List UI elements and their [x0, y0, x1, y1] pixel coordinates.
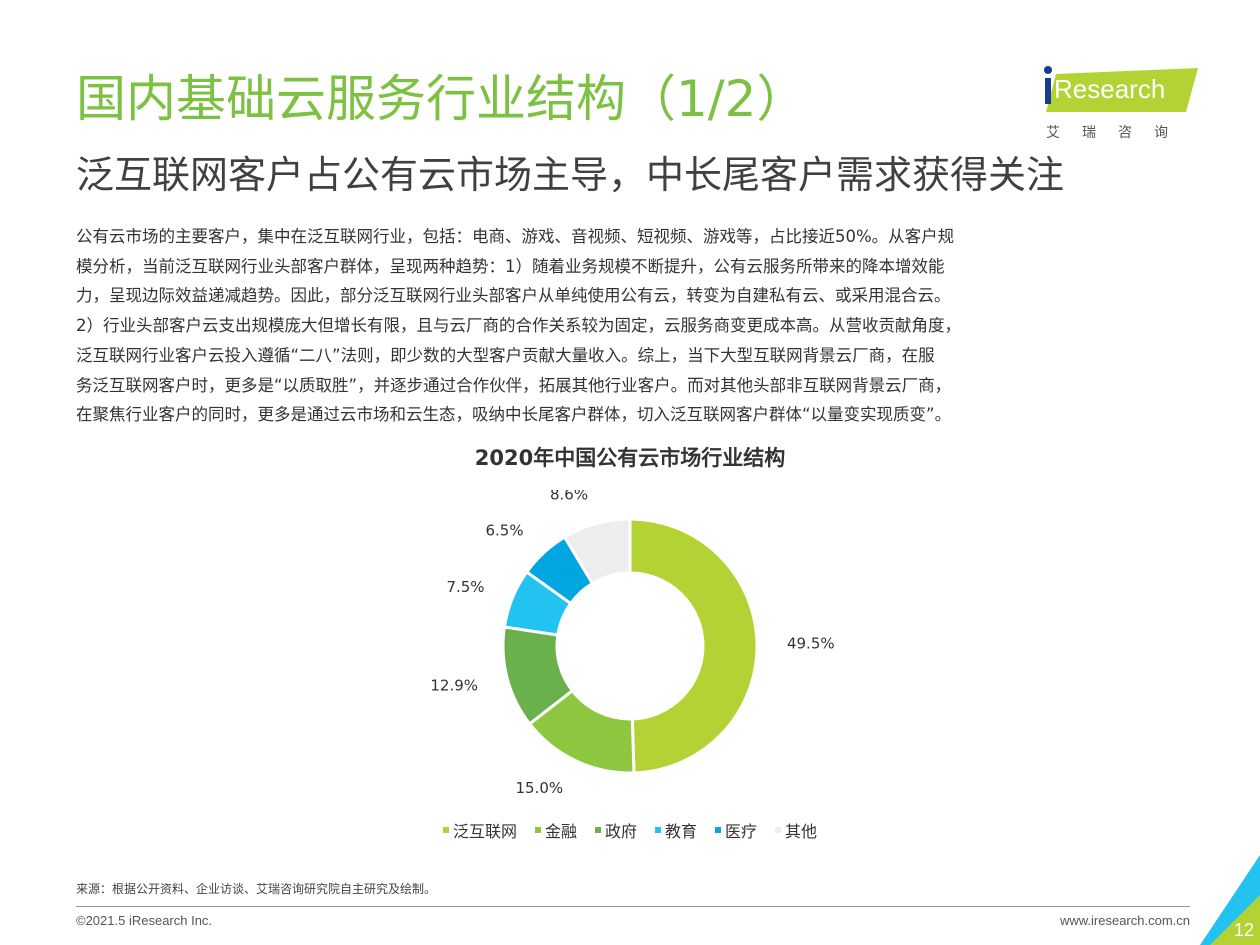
legend-label: 其他 [785, 822, 818, 841]
source-note: 来源：根据公开资料、企业访谈、艾瑞咨询研究院自主研究及绘制。 [76, 882, 437, 896]
legend-swatch [534, 827, 541, 833]
chart-title: 2020年中国公有云市场行业结构 [474, 446, 786, 470]
body-line: 公有云市场的主要客户，集中在泛互联网行业，包括：电商、游戏、音视频、短视频、游戏… [76, 227, 955, 246]
logo-i-stem-icon [1045, 78, 1051, 104]
legend-swatch [655, 827, 661, 833]
iresearch-logo: Research 艾瑞咨询 [1040, 64, 1200, 144]
body-paragraph: 公有云市场的主要客户，集中在泛互联网行业，包括：电商、游戏、音视频、短视频、游戏… [76, 222, 1226, 430]
chart-legend: 泛互联网 金融 政府 教育 医疗 其他 [0, 818, 1260, 842]
slice-label-5: 8.6% [550, 490, 588, 504]
logo-chinese-text: 艾瑞咨询 [1046, 125, 1190, 141]
slice-label-3: 7.5% [446, 578, 484, 596]
page-number: 12 [1233, 920, 1254, 940]
logo-i-dot-icon [1044, 66, 1052, 74]
body-line: 务泛互联网客户时，更多是“以质取胜”，并逐步通过合作伙伴，拓展其他行业客户。而对… [76, 375, 952, 395]
legend-item-5: 其他 [775, 818, 817, 842]
legend-item-0: 泛互联网 [442, 818, 517, 842]
page-title: 国内基础云服务行业结构（1/2） [76, 70, 807, 128]
website-text: www.iresearch.com.cn [1059, 913, 1190, 928]
donut-slice-0 [628, 517, 759, 775]
donut-chart: 49.5% 15.0% 12.9% 7.5% 6.5% 8.6% [430, 490, 835, 797]
body-line: 2）行业头部客户云支出规模庞大但增长有限，且与云厂商的合作关系较为固定，云服务商… [76, 316, 961, 336]
legend-item-1: 金融 [534, 818, 577, 842]
copyright-text: ©2021.5 iResearch Inc. [76, 913, 213, 928]
slice-label-4: 6.5% [486, 522, 524, 540]
legend-swatch [442, 827, 449, 833]
legend-label: 金融 [544, 822, 577, 841]
logo-brand-text: Research [1054, 74, 1166, 104]
footer-divider [76, 906, 1190, 907]
legend-swatch [594, 827, 601, 833]
legend-label: 教育 [665, 822, 698, 841]
page-subtitle: 泛互联网客户占公有云市场主导，中长尾客户需求获得关注 [76, 153, 1065, 197]
legend-item-4: 医疗 [715, 818, 757, 842]
body-line: 在聚焦行业客户的同时，更多是通过云市场和云生态，吸纳中长尾客户群体，切入泛互联网… [76, 405, 952, 425]
legend-swatch [775, 827, 782, 833]
legend-label: 医疗 [725, 822, 758, 841]
body-line: 模分析，当前泛互联网行业头部客户群体，呈现两种趋势：1）随着业务规模不断提升，公… [76, 256, 945, 276]
legend-swatch [715, 827, 722, 833]
logo-badge-shape [1046, 68, 1198, 112]
body-line: 泛互联网行业客户云投入遵循“二八”法则，即少数的大型客户贡献大量收入。综上，当下… [76, 345, 935, 365]
body-line: 力，呈现边际效益递减趋势。因此，部分泛互联网行业头部客户从单纯使用公有云，转变为… [76, 286, 951, 306]
slice-label-2: 12.9% [430, 677, 478, 695]
legend-label: 政府 [604, 822, 637, 841]
legend-item-3: 教育 [655, 818, 697, 842]
donut-slice-5 [562, 517, 632, 586]
slice-label-0: 49.5% [787, 635, 835, 653]
slice-label-1: 15.0% [515, 779, 563, 797]
legend-item-2: 政府 [594, 818, 637, 842]
corner-decoration [1200, 855, 1260, 945]
legend-label: 泛互联网 [452, 822, 517, 841]
